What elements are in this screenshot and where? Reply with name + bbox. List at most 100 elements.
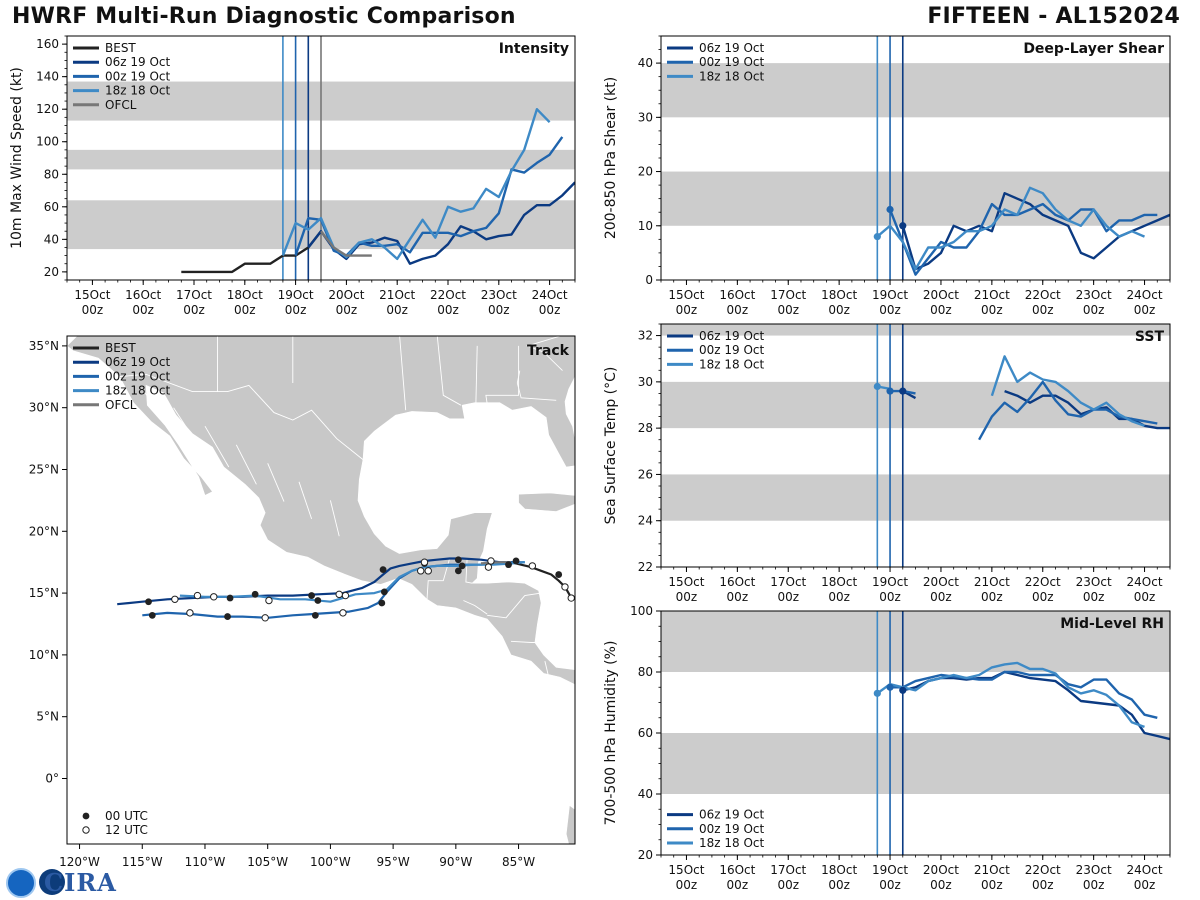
series-line [281,107,551,261]
panel-shear: 01020304015Oct00z16Oct00z17Oct00z18Oct00… [603,35,1171,317]
x-tick-label: 00z [981,590,1003,604]
x-tick-label: 00z [981,303,1003,317]
x-tick-label: 24Oct [1127,288,1163,302]
panel-title: Intensity [499,41,569,57]
x-tick-label: 00z [727,590,749,604]
track-point-12utc [487,557,495,565]
x-tick-label: 00z [828,590,850,604]
track-point-12utc [424,567,432,575]
x-tick-label: 00z [981,878,1003,892]
x-tick-label: 20Oct [923,575,959,589]
x-tick-label: 00z [930,303,952,317]
x-tick-label: 00z [386,303,408,317]
shade-band [661,381,1170,429]
init-marker [886,683,894,691]
shade-band [661,733,1170,794]
x-tick-label: 110°W [185,855,226,869]
y-tick-label: 0 [645,273,653,287]
series-group [873,186,1170,276]
border-line [516,370,557,401]
init-marker [886,205,894,214]
x-tick-label: 00z [727,303,749,317]
x-tick-label: 00z [437,303,459,317]
y-tick-label: 26 [638,467,653,481]
x-tick-label: 23Oct [1076,288,1112,302]
x-tick-label: 16Oct [719,863,755,877]
track-point-00utc [378,599,386,607]
legend-label: 12 UTC [105,823,148,837]
y-axis-label: 700-500 hPa Humidity (%) [603,641,619,826]
y-tick-label: 80 [638,665,653,679]
y-tick-label: 120 [36,102,59,116]
border-line [525,336,563,371]
legend-label: 18z 18 Oct [105,384,171,398]
track-point-00utc [380,588,388,596]
axes-frame [66,335,576,845]
legend-label: 00 UTC [105,809,148,823]
y-tick-label: 100 [36,135,59,149]
figure-title: HWRF Multi-Run Diagnostic Comparison [12,4,516,29]
track-point-12utc [339,609,347,617]
shade-band [661,611,1170,672]
init-marker [886,387,894,395]
x-tick-label: 15Oct [668,288,704,302]
x-tick-label: 17Oct [770,863,806,877]
x-tick-label: 18Oct [227,288,263,302]
y-axis-label: 10m Max Wind Speed (kt) [9,67,25,249]
y-tick-label: 140 [36,70,59,84]
land-cuba [518,492,575,512]
series-line [990,355,1145,427]
legend-label: 06z 19 Oct [105,355,171,369]
border-line [485,345,520,405]
series-line [888,202,1158,276]
track-point-12utc [420,558,429,566]
legend-label: BEST [105,341,136,355]
x-tick-label: 00z [879,590,901,604]
border-line [487,592,542,619]
track-point-00utc [224,613,231,620]
panel-title: SST [1135,329,1165,345]
x-tick-label: 21Oct [974,288,1010,302]
x-tick-label: 19Oct [872,288,908,302]
border-line [399,336,407,411]
legend-00utc-marker [82,812,90,820]
series-line [320,230,372,257]
x-tick-label: 00z [879,878,901,892]
x-tick-label: 00z [336,303,358,317]
y-tick-label: 20 [638,165,653,179]
x-tick-label: 19Oct [872,575,908,589]
legend-label: 18z 18 Oct [699,69,765,83]
y-tick-label: 60 [638,726,653,740]
x-tick-label: 95°W [377,855,410,869]
series-line [902,670,1170,741]
x-tick-label: 16Oct [719,575,755,589]
logo-text: CIRA [44,868,117,897]
track-point-00utc [555,571,563,578]
x-tick-label: 20Oct [923,288,959,302]
x-tick-label: 00z [488,303,510,317]
panel-title: Track [527,343,570,359]
x-tick-label: 00z [777,303,799,317]
x-tick-label: 24Oct [1127,863,1163,877]
x-tick-label: 00z [1134,878,1156,892]
series-group [873,355,1170,441]
track-point-00utc [454,567,462,575]
x-tick-label: 21Oct [974,863,1010,877]
track-point-00utc [379,566,387,574]
x-tick-label: 00z [132,303,154,317]
border-line [475,345,478,403]
x-tick-label: 00z [676,590,698,604]
x-tick-label: 17Oct [770,575,806,589]
panel-title: Mid-Level RH [1060,616,1164,632]
y-tick-label: 0° [45,771,59,785]
y-tick-label: 10 [638,219,653,233]
track-point-00utc [226,594,234,602]
x-tick-label: 18Oct [821,575,857,589]
x-tick-label: 23Oct [1076,575,1112,589]
track-point-12utc [484,563,493,571]
series-line [876,186,1145,271]
x-tick-label: 00z [879,303,901,317]
track-point-12utc [341,591,350,600]
x-tick-label: 22Oct [1025,575,1061,589]
